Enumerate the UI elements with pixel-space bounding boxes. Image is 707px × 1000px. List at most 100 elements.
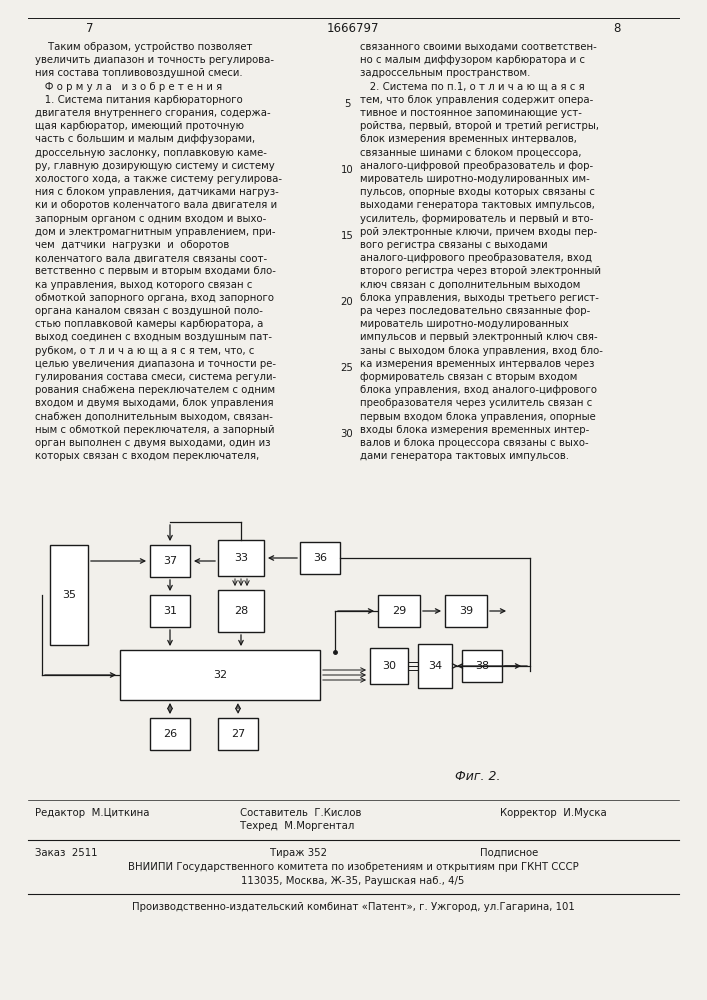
FancyBboxPatch shape [120, 650, 320, 700]
Text: Тираж 352: Тираж 352 [270, 848, 327, 858]
FancyBboxPatch shape [378, 595, 420, 627]
Text: выход соединен с входным воздушным пат-: выход соединен с входным воздушным пат- [35, 332, 272, 342]
Text: Ф о р м у л а   и з о б р е т е н и я: Ф о р м у л а и з о б р е т е н и я [35, 82, 222, 92]
Text: Заказ  2511: Заказ 2511 [35, 848, 98, 858]
Text: 27: 27 [231, 729, 245, 739]
Text: ка управления, выход которого связан с: ка управления, выход которого связан с [35, 280, 252, 290]
Text: 38: 38 [475, 661, 489, 671]
Text: ру, главную дозирующую систему и систему: ру, главную дозирующую систему и систему [35, 161, 275, 171]
Text: щая карбюратор, имеющий проточную: щая карбюратор, имеющий проточную [35, 121, 244, 131]
Text: аналого-цифрового преобразователя, вход: аналого-цифрового преобразователя, вход [360, 253, 592, 263]
Text: Фиг. 2.: Фиг. 2. [455, 770, 501, 783]
Text: рования снабжена переключателем с одним: рования снабжена переключателем с одним [35, 385, 275, 395]
Text: 15: 15 [341, 231, 354, 241]
Text: заны с выходом блока управления, вход бло-: заны с выходом блока управления, вход бл… [360, 346, 603, 356]
Text: целью увеличения диапазона и точности ре-: целью увеличения диапазона и точности ре… [35, 359, 276, 369]
Text: преобразователя через усилитель связан с: преобразователя через усилитель связан с [360, 398, 592, 408]
Text: ВНИИПИ Государственного комитета по изобретениям и открытиям при ГКНТ СССР: ВНИИПИ Государственного комитета по изоб… [128, 862, 578, 872]
Text: 26: 26 [163, 729, 177, 739]
FancyBboxPatch shape [218, 540, 264, 576]
Text: импульсов и первый электронный ключ свя-: импульсов и первый электронный ключ свя- [360, 332, 597, 342]
Text: 30: 30 [382, 661, 396, 671]
Text: ки и оборотов коленчатого вала двигателя и: ки и оборотов коленчатого вала двигателя… [35, 200, 277, 210]
Text: ка измерения временных интервалов через: ка измерения временных интервалов через [360, 359, 595, 369]
Text: рой электронные ключи, причем входы пер-: рой электронные ключи, причем входы пер- [360, 227, 597, 237]
Text: дроссельную заслонку, поплавковую каме-: дроссельную заслонку, поплавковую каме- [35, 148, 267, 158]
Text: 32: 32 [213, 670, 227, 680]
FancyBboxPatch shape [218, 718, 258, 750]
Text: 29: 29 [392, 606, 406, 616]
Text: ройства, первый, второй и третий регистры,: ройства, первый, второй и третий регистр… [360, 121, 599, 131]
Text: увеличить диапазон и точность регулирова-: увеличить диапазон и точность регулирова… [35, 55, 274, 65]
Text: но с малым диффузором карбюратора и с: но с малым диффузором карбюратора и с [360, 55, 585, 65]
Text: 8: 8 [613, 22, 621, 35]
Text: органа каналом связан с воздушной поло-: органа каналом связан с воздушной поло- [35, 306, 263, 316]
Text: 20: 20 [341, 297, 354, 307]
Text: усилитель, формирователь и первый и вто-: усилитель, формирователь и первый и вто- [360, 214, 593, 224]
Text: 7: 7 [86, 22, 94, 35]
Text: связанного своими выходами соответствен-: связанного своими выходами соответствен- [360, 42, 597, 52]
Text: Составитель  Г.Кислов: Составитель Г.Кислов [240, 808, 361, 818]
Text: 1. Система питания карбюраторного: 1. Система питания карбюраторного [35, 95, 243, 105]
Text: ключ связан с дополнительным выходом: ключ связан с дополнительным выходом [360, 280, 580, 290]
Text: мирователь широтно-модулированных: мирователь широтно-модулированных [360, 319, 568, 329]
Text: входом и двумя выходами, блок управления: входом и двумя выходами, блок управления [35, 398, 274, 408]
Text: орган выполнен с двумя выходами, один из: орган выполнен с двумя выходами, один из [35, 438, 271, 448]
Text: которых связан с входом переключателя,: которых связан с входом переключателя, [35, 451, 259, 461]
Text: холостого хода, а также систему регулирова-: холостого хода, а также систему регулиро… [35, 174, 282, 184]
Text: коленчатого вала двигателя связаны соот-: коленчатого вала двигателя связаны соот- [35, 253, 267, 263]
FancyBboxPatch shape [218, 590, 264, 632]
Text: обмоткой запорного органа, вход запорного: обмоткой запорного органа, вход запорног… [35, 293, 274, 303]
Text: Техред  М.Моргентал: Техред М.Моргентал [240, 821, 354, 831]
FancyBboxPatch shape [300, 542, 340, 574]
Text: мирователь широтно-модулированных им-: мирователь широтно-модулированных им- [360, 174, 590, 184]
Text: второго регистра через второй электронный: второго регистра через второй электронны… [360, 266, 601, 276]
FancyBboxPatch shape [150, 545, 190, 577]
Text: блок измерения временных интервалов,: блок измерения временных интервалов, [360, 134, 577, 144]
Text: ра через последовательно связанные фор-: ра через последовательно связанные фор- [360, 306, 590, 316]
Text: 5: 5 [344, 99, 350, 109]
Text: стью поплавковой камеры карбюратора, а: стью поплавковой камеры карбюратора, а [35, 319, 264, 329]
Text: дами генератора тактовых импульсов.: дами генератора тактовых импульсов. [360, 451, 569, 461]
Text: Редактор  М.Циткина: Редактор М.Циткина [35, 808, 149, 818]
FancyBboxPatch shape [50, 545, 88, 645]
Text: снабжен дополнительным выходом, связан-: снабжен дополнительным выходом, связан- [35, 412, 273, 422]
Text: валов и блока процессора связаны с выхо-: валов и блока процессора связаны с выхо- [360, 438, 589, 448]
Text: часть с большим и малым диффузорами,: часть с большим и малым диффузорами, [35, 134, 255, 144]
Text: рубком, о т л и ч а ю щ а я с я тем, что, с: рубком, о т л и ч а ю щ а я с я тем, что… [35, 346, 255, 356]
Text: тем, что блок управления содержит опера-: тем, что блок управления содержит опера- [360, 95, 593, 105]
Text: аналого-цифровой преобразователь и фор-: аналого-цифровой преобразователь и фор- [360, 161, 593, 171]
Text: входы блока измерения временных интер-: входы блока измерения временных интер- [360, 425, 589, 435]
Text: 33: 33 [234, 553, 248, 563]
Text: гулирования состава смеси, система регули-: гулирования состава смеси, система регул… [35, 372, 276, 382]
Text: задроссельным пространством.: задроссельным пространством. [360, 68, 530, 78]
Text: блока управления, вход аналого-цифрового: блока управления, вход аналого-цифрового [360, 385, 597, 395]
Text: 39: 39 [459, 606, 473, 616]
Text: Производственно-издательский комбинат «Патент», г. Ужгород, ул.Гагарина, 101: Производственно-издательский комбинат «П… [132, 902, 574, 912]
Text: вого регистра связаны с выходами: вого регистра связаны с выходами [360, 240, 548, 250]
Text: ветственно с первым и вторым входами бло-: ветственно с первым и вторым входами бло… [35, 266, 276, 276]
Text: выходами генератора тактовых импульсов,: выходами генератора тактовых импульсов, [360, 200, 595, 210]
Text: 28: 28 [234, 606, 248, 616]
Text: первым входом блока управления, опорные: первым входом блока управления, опорные [360, 412, 596, 422]
Text: Таким образом, устройство позволяет: Таким образом, устройство позволяет [35, 42, 252, 52]
Text: 34: 34 [428, 661, 442, 671]
Text: 35: 35 [62, 590, 76, 600]
Text: 31: 31 [163, 606, 177, 616]
FancyBboxPatch shape [370, 648, 408, 684]
Text: двигателя внутреннего сгорания, содержа-: двигателя внутреннего сгорания, содержа- [35, 108, 271, 118]
Text: чем  датчики  нагрузки  и  оборотов: чем датчики нагрузки и оборотов [35, 240, 229, 250]
FancyBboxPatch shape [445, 595, 487, 627]
Text: формирователь связан с вторым входом: формирователь связан с вторым входом [360, 372, 578, 382]
Text: дом и электромагнитным управлением, при-: дом и электромагнитным управлением, при- [35, 227, 276, 237]
Text: запорным органом с одним входом и выхо-: запорным органом с одним входом и выхо- [35, 214, 267, 224]
Text: Корректор  И.Муска: Корректор И.Муска [500, 808, 607, 818]
Text: 30: 30 [341, 429, 354, 439]
FancyBboxPatch shape [150, 718, 190, 750]
Text: пульсов, опорные входы которых связаны с: пульсов, опорные входы которых связаны с [360, 187, 595, 197]
Text: 25: 25 [341, 363, 354, 373]
FancyBboxPatch shape [150, 595, 190, 627]
Text: 1666797: 1666797 [327, 22, 379, 35]
Text: связанные шинами с блоком процессора,: связанные шинами с блоком процессора, [360, 148, 581, 158]
Text: блока управления, выходы третьего регист-: блока управления, выходы третьего регист… [360, 293, 599, 303]
